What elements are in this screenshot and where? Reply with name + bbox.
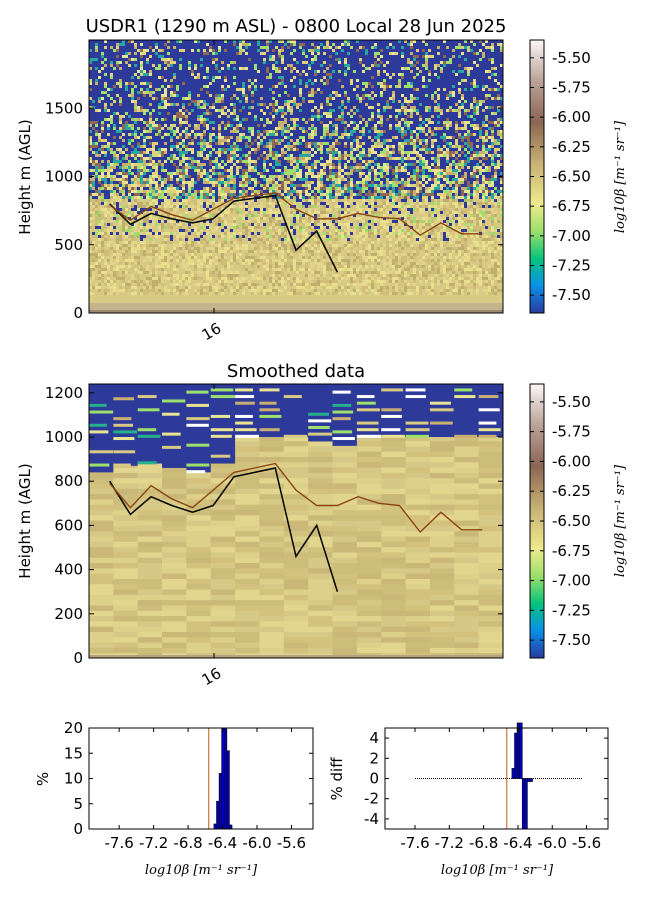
x-tick-label: -6.4	[503, 834, 532, 852]
colorbar-2-label: log10β [m⁻¹ sr⁻¹]	[613, 464, 628, 577]
histogram-bars	[208, 727, 233, 830]
y-tick-label: 0	[73, 820, 83, 838]
profile-line-1	[109, 194, 339, 273]
y-tick-label: 4	[369, 729, 379, 747]
y-tick-label: 0	[73, 304, 83, 322]
plot-frame-4	[384, 727, 609, 830]
colorbar-tick-label: -6.00	[552, 108, 591, 126]
x-tick-label: -6.8	[173, 834, 202, 852]
colorbar-tick-label: -6.25	[552, 138, 591, 156]
y-tick-label: -4	[364, 810, 379, 828]
colorbar-tick-label: -7.25	[552, 601, 591, 619]
x-tick-label: -6.0	[538, 834, 567, 852]
histogram-bar	[223, 727, 228, 830]
y-tick-label: 1000	[45, 168, 83, 186]
y-tick-label: 500	[54, 236, 83, 254]
heatmap-1	[89, 40, 503, 313]
colorbar-tick-label: -7.50	[552, 631, 591, 649]
histogram-bar	[216, 800, 220, 830]
diff-bar	[519, 722, 523, 779]
y-tick-label: 0	[369, 770, 379, 788]
chart-2-xtick: 16	[199, 664, 225, 689]
chart-1-ylabel: Height m (AGL)	[16, 119, 34, 234]
colorbar-tick-label: -5.50	[552, 393, 591, 411]
profile-line-1	[109, 467, 339, 592]
chart-2-ylabel: Height m (AGL)	[16, 463, 34, 578]
colorbar-tick-label: -7.00	[552, 572, 591, 590]
x-tick-label: -6.0	[242, 834, 271, 852]
profile-line-2	[109, 192, 483, 237]
colorbar-1-ticks: -5.50 -5.75 -6.00 -6.25 -6.50 -6.75 -7.00 -7.25…	[530, 49, 591, 304]
diff-bar	[521, 778, 526, 830]
colorbar-tick-label: -6.75	[552, 197, 591, 215]
chart-4-ylabel: % diff	[328, 757, 346, 801]
y-tick-label: 400	[54, 561, 83, 579]
profile-line-2	[109, 462, 483, 534]
y-tick-label: 10	[64, 770, 83, 788]
profile-lines-1	[109, 192, 483, 273]
diff-bar	[524, 778, 528, 830]
x-tick-label: -5.6	[572, 834, 601, 852]
y-axis-2: 0 200 400 600 800 1000 1200	[45, 384, 503, 667]
y-tick-label: 1500	[45, 99, 83, 117]
heatmap-2	[89, 384, 503, 658]
colorbar-2-ticks: -5.50 -5.75 -6.00 -6.25 -6.50 -6.75 -7.00 -7.25…	[530, 393, 591, 649]
colorbar-tick-label: -7.00	[552, 227, 591, 245]
profile-lines-2	[109, 462, 483, 592]
y-tick-label: 1200	[45, 384, 83, 402]
diff-bar	[511, 768, 515, 779]
colorbar-tick-label: -5.75	[552, 423, 591, 441]
chart-1-title: USDR1 (1290 m ASL) - 0800 Local 28 Jun 2…	[86, 16, 507, 37]
histogram-bar	[221, 727, 225, 830]
colorbar-tick-label: -5.50	[552, 49, 591, 67]
y-tick-label: 1000	[45, 428, 83, 446]
y-tick-label: 20	[64, 719, 83, 737]
diff-bar	[527, 778, 531, 782]
colorbar-tick-label: -7.50	[552, 286, 591, 304]
chart-2-title: Smoothed data	[227, 361, 365, 382]
colorbar-tick-label: -5.75	[552, 78, 591, 96]
histogram-bar	[229, 824, 233, 830]
x-tick-label: -5.6	[277, 834, 306, 852]
colorbar-tick-label: -6.50	[552, 168, 591, 186]
y-tick-label: 0	[73, 649, 83, 667]
x-tick-label: -7.6	[105, 834, 134, 852]
y-tick-label: -2	[364, 790, 379, 808]
chart-4-xlabel: log10β [m⁻¹ sr⁻¹]	[441, 863, 554, 878]
x-tick-label: -7.2	[139, 834, 168, 852]
x-tick-label: -6.8	[469, 834, 498, 852]
diff-bar	[514, 732, 518, 779]
y-tick-label: 15	[64, 744, 83, 762]
colorbar-tick-label: -6.25	[552, 482, 591, 500]
chart-3-ylabel: %	[34, 772, 52, 786]
plot-frame-3	[88, 727, 314, 830]
y-tick-label: 2	[369, 749, 379, 767]
plot-frame-2	[88, 383, 504, 659]
colorbar-tick-label: -7.25	[552, 257, 591, 275]
histogram-axes: 0 5 10 15 20 -7.6 -7.2 -6.8 -6.4 -6.0 -5.6	[64, 719, 313, 852]
histogram-bar	[213, 823, 217, 830]
colorbar-1-label: log10β [m⁻¹ sr⁻¹]	[613, 120, 628, 233]
x-tick-label: -6.4	[208, 834, 237, 852]
x-tick-label: -7.6	[400, 834, 429, 852]
diff-axes: 4 2 0 -2 -4 -7.6 -7.2 -6.8 -6.4 -6.0 -5.6	[364, 728, 608, 852]
chart-3-xlabel: log10β [m⁻¹ sr⁻¹]	[145, 863, 258, 878]
y-axis-1: 0 500 1000 1500	[45, 40, 503, 322]
y-tick-label: 600	[54, 516, 83, 534]
diff-bar	[529, 778, 533, 782]
x-tick-label: -7.2	[435, 834, 464, 852]
y-tick-label: 200	[54, 605, 83, 623]
colorbar-tick-label: -6.00	[552, 452, 591, 470]
chart-1-xtick: 16	[199, 319, 225, 344]
y-tick-label: 800	[54, 472, 83, 490]
diff-bars	[415, 722, 583, 830]
colorbar-tick-label: -6.50	[552, 512, 591, 530]
histogram-bar	[226, 750, 230, 830]
colorbar-tick-label: -6.75	[552, 542, 591, 560]
histogram-bar	[218, 773, 222, 830]
y-tick-label: 5	[73, 795, 83, 813]
